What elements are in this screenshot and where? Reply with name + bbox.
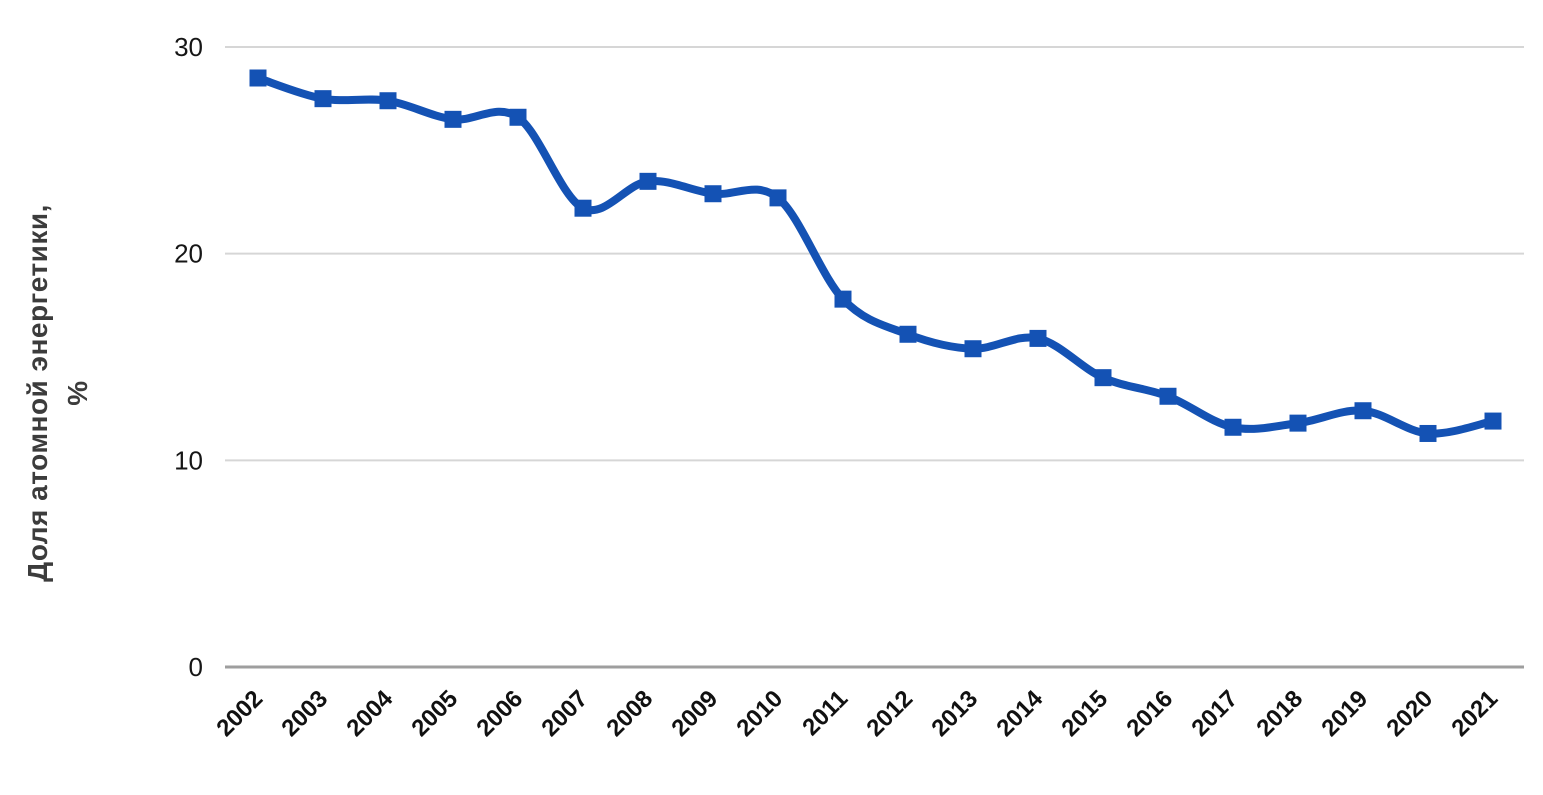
data-point-marker [379,92,397,110]
y-tick-label: 10 [174,445,203,475]
data-point-marker [574,199,592,217]
x-tick-label: 2003 [276,685,333,742]
x-tick-label: 2013 [926,685,983,742]
y-tick-label: 20 [174,239,203,269]
x-tick-label: 2016 [1121,685,1178,742]
x-tick-label: 2020 [1381,685,1438,742]
x-tick-label: 2014 [991,685,1048,742]
data-point-marker [964,340,982,358]
x-tick-label: 2017 [1186,685,1243,742]
x-tick-label: 2009 [666,685,723,742]
data-point-marker [509,108,527,126]
x-tick-label: 2012 [861,685,918,742]
data-point-marker [1484,412,1502,430]
x-tick-label: 2011 [797,685,853,741]
x-tick-label: 2006 [471,685,528,742]
x-tick-label: 2004 [341,685,398,742]
data-point-marker [899,325,917,343]
x-tick-label: 2007 [536,685,593,742]
y-tick-label: 0 [189,652,203,682]
x-tick-label: 2015 [1056,685,1113,742]
x-tick-label: 2021 [1446,685,1503,742]
data-point-marker [769,189,787,207]
y-tick-label: 30 [174,32,203,62]
x-tick-label: 2019 [1316,685,1373,742]
series-line [254,74,1497,438]
x-tick-label: 2008 [601,685,658,742]
x-tick-label: 2005 [406,685,463,742]
x-tick-label: 2002 [211,685,268,742]
x-tick-label: 2010 [731,685,788,742]
data-point-marker [1094,369,1112,387]
x-tick-label: 2018 [1251,685,1308,742]
data-point-marker [1029,329,1047,347]
data-point-marker [1419,424,1437,442]
data-point-marker [639,172,657,190]
data-point-marker [1354,402,1372,420]
data-point-marker [704,185,722,203]
data-point-marker [314,90,332,108]
data-point-marker [1224,418,1242,436]
data-point-marker [1289,414,1307,432]
data-point-marker [249,69,267,87]
data-point-marker [444,110,462,128]
data-point-marker [834,290,852,308]
data-point-marker [1159,387,1177,405]
